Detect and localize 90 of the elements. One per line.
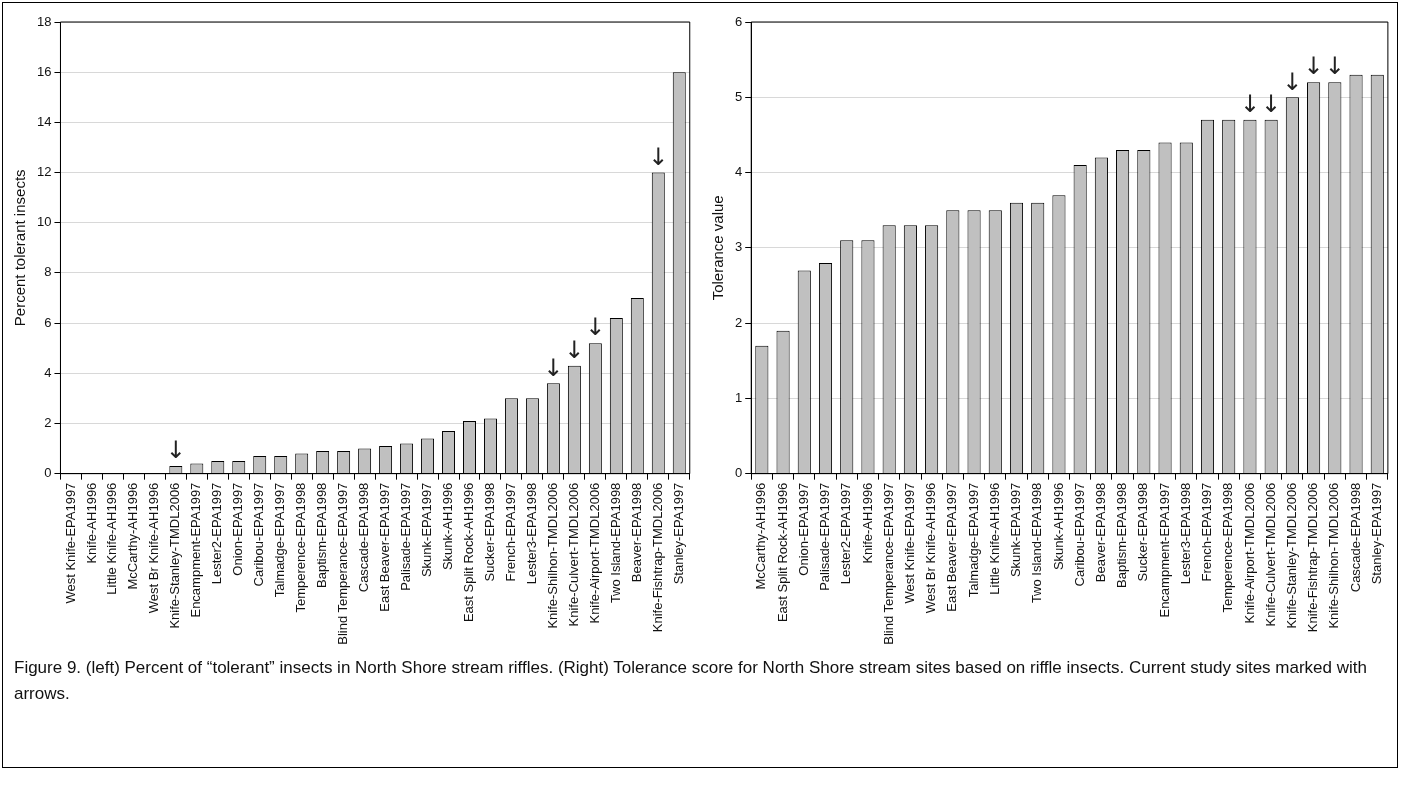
x-tick-label: Knife-Culvert-TMDL2006 xyxy=(565,482,581,627)
annotation: ↓ xyxy=(1282,67,1303,96)
x-tick-label: West Br Knife-AH1996 xyxy=(923,482,939,614)
x-tick-label: Little Knife-AH1996 xyxy=(104,482,120,595)
annotation: ↓ xyxy=(1261,90,1282,119)
x-tick-label: Caribou-EPA1997 xyxy=(1071,482,1087,587)
annotation: ↓ xyxy=(165,436,186,465)
y-tick-label: 2 xyxy=(44,415,52,431)
x-tick-label: Knife-Stanley-TMDL2006 xyxy=(1283,482,1299,629)
annotation: ↓ xyxy=(543,353,564,382)
x-tick-label: Talmadge-EPA1997 xyxy=(272,482,288,598)
x-tick-label: Baptism-EPA1998 xyxy=(1114,482,1130,588)
y-tick-label: 0 xyxy=(44,465,52,481)
x-tick-label: French-EPA1997 xyxy=(1199,482,1215,582)
x-tick-label: Lester2-EPA1997 xyxy=(209,482,225,585)
x-tick-label: Skunk-AH1996 xyxy=(1050,482,1066,571)
x-tick-label: West Br Knife-AH1996 xyxy=(146,482,162,614)
x-tick-label: Knife-Stanley-TMDL2006 xyxy=(167,482,183,629)
x-tick-label: Talmadge-EPA1997 xyxy=(965,482,981,598)
x-tick-label: West Knife-EPA1997 xyxy=(62,482,78,604)
x-tick-label: West Knife-EPA1997 xyxy=(901,482,917,604)
x-tick-label: Blind Temperance-EPA1997 xyxy=(335,482,351,645)
x-tick-label: East Split Rock-AH1996 xyxy=(461,482,477,623)
caption: Figure 9. (left) Percent of “tolerant” insects in North Shore stream riffles. (Right) Tolerance score for North Shore stream sites based on riffle insects. Current study sites marked with arrows. xyxy=(14,657,1368,705)
x-tick-label: Knife-Shilhon-TMDL2006 xyxy=(1326,482,1342,629)
x-tick-label: Encampment-EPA1997 xyxy=(188,482,204,618)
x-tick-label: Skunk-AH1996 xyxy=(440,482,456,571)
y-tick-label: 12 xyxy=(36,164,52,180)
x-tick-label: Cascade-EPA1998 xyxy=(1347,482,1363,593)
annotation: ↓ xyxy=(1324,52,1345,81)
x-tick-label: Knife-Shilhon-TMDL2006 xyxy=(544,482,560,629)
x-tick-label: Knife-Airport-TMDL2006 xyxy=(586,482,602,624)
annotation: ↓ xyxy=(1303,52,1324,81)
x-tick-label: Lester3-EPA1998 xyxy=(524,482,540,585)
y-tick-label: 2 xyxy=(735,314,743,330)
y-tick-label: 3 xyxy=(735,239,743,255)
x-tick-label: Beaver-EPA1998 xyxy=(1092,482,1108,583)
x-tick-label: Baptism-EPA1998 xyxy=(314,482,330,588)
x-tick-label: East Split Rock-AH1996 xyxy=(774,482,790,623)
y-tick-label: 18 xyxy=(36,13,52,29)
x-tick-label: Lester3-EPA1998 xyxy=(1177,482,1193,585)
x-tick-label: Knife-AH1996 xyxy=(83,482,99,564)
x-tick-label: Onion-EPA1997 xyxy=(230,482,246,576)
y-axis-title: Percent tolerant insects xyxy=(11,169,29,327)
y-tick-label: 14 xyxy=(36,113,52,129)
y-tick-label: 8 xyxy=(44,264,52,280)
x-tick-label: Onion-EPA1997 xyxy=(795,482,811,576)
x-tick-label: Sucker-EPA1998 xyxy=(482,482,498,582)
x-tick-label: Knife-Fishtrap-TMDL2006 xyxy=(649,482,665,633)
x-tick-label: Sucker-EPA1998 xyxy=(1135,482,1151,582)
y-tick-label: 4 xyxy=(735,164,743,180)
x-tick-label: Skunk-EPA1997 xyxy=(1008,482,1024,578)
x-tick-label: East Beaver-EPA1997 xyxy=(377,482,393,612)
x-tick-label: East Beaver-EPA1997 xyxy=(944,482,960,612)
x-tick-label: Knife-Culvert-TMDL2006 xyxy=(1262,482,1278,627)
x-tick-label: French-EPA1997 xyxy=(503,482,519,582)
x-tick-label: Knife-Airport-TMDL2006 xyxy=(1241,482,1257,624)
x-tick-label: Knife-AH1996 xyxy=(859,482,875,564)
x-tick-label: Beaver-EPA1998 xyxy=(628,482,644,583)
annotation: ↓ xyxy=(1239,90,1260,119)
y-tick-label: 4 xyxy=(44,364,52,380)
x-tick-label: Stanley-EPA1997 xyxy=(1368,482,1384,585)
x-tick-label: Two Island-EPA1998 xyxy=(1029,482,1045,604)
x-tick-label: McCarthy-AH1996 xyxy=(753,482,769,590)
annotation: ↓ xyxy=(585,313,606,342)
x-tick-label: Temperence-EPA1998 xyxy=(293,482,309,613)
x-tick-label: Temperence-EPA1998 xyxy=(1220,482,1236,613)
annotation: ↓ xyxy=(564,335,585,364)
y-tick-label: 6 xyxy=(44,314,52,330)
x-tick-label: Skunk-EPA1997 xyxy=(419,482,435,578)
x-tick-label: Encampment-EPA1997 xyxy=(1156,482,1172,618)
y-tick-label: 6 xyxy=(735,13,743,29)
x-tick-label: Two Island-EPA1998 xyxy=(607,482,623,604)
x-tick-label: McCarthy-AH1996 xyxy=(125,482,141,590)
x-tick-label: Cascade-EPA1998 xyxy=(356,482,372,593)
x-tick-label: Blind Temperance-EPA1997 xyxy=(880,482,896,645)
y-tick-label: 10 xyxy=(36,214,52,230)
y-tick-label: 1 xyxy=(735,389,743,405)
x-tick-label: Little Knife-AH1996 xyxy=(986,482,1002,595)
x-tick-label: Knife-Fishtrap-TMDL2006 xyxy=(1305,482,1321,633)
y-axis-title: Tolerance value xyxy=(709,195,727,301)
y-tick-label: 0 xyxy=(735,465,743,481)
x-tick-label: Palisade-EPA1997 xyxy=(398,482,414,591)
x-tick-label: Caribou-EPA1997 xyxy=(251,482,267,587)
y-tick-label: 16 xyxy=(36,63,52,79)
x-tick-label: Lester2-EPA1997 xyxy=(838,482,854,585)
y-tick-label: 5 xyxy=(735,88,743,104)
x-tick-label: Palisade-EPA1997 xyxy=(817,482,833,591)
x-tick-label: Stanley-EPA1997 xyxy=(670,482,686,585)
annotation: ↓ xyxy=(648,142,669,171)
